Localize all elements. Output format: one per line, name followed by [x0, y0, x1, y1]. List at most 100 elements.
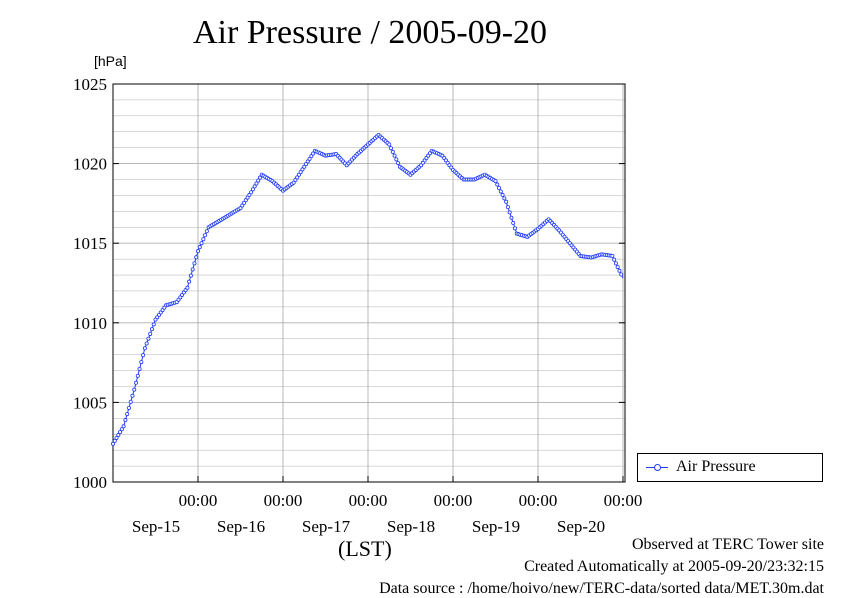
data-point [504, 199, 509, 204]
data-point [502, 196, 507, 201]
data-point [135, 373, 140, 378]
data-point [238, 206, 243, 211]
x-tick-date: Sep-15 [132, 517, 180, 536]
x-tick-date: Sep-17 [302, 517, 351, 536]
data-point [300, 167, 305, 172]
data-point [112, 438, 117, 443]
data-point [116, 433, 121, 438]
y-tick-label: 1000 [73, 473, 107, 492]
data-point [201, 237, 206, 242]
data-point [392, 153, 397, 158]
data-point [291, 180, 296, 185]
data-point [390, 149, 395, 154]
data-point [242, 200, 247, 205]
x-tick-time: 00:00 [604, 491, 643, 510]
data-point [250, 187, 255, 192]
data-point [509, 215, 514, 220]
data-point [610, 253, 615, 258]
data-point [142, 346, 147, 351]
data-point [257, 175, 262, 180]
data-point [247, 192, 252, 197]
data-point [134, 380, 139, 385]
axes [112, 83, 626, 483]
data-point [203, 233, 208, 238]
y-tick-label: 1010 [73, 314, 107, 333]
data-point [118, 430, 123, 435]
data-point [188, 273, 193, 278]
data-point [249, 190, 254, 195]
data-point [311, 151, 316, 156]
plot-frame [112, 83, 626, 483]
data-point [389, 146, 394, 151]
data-point [121, 424, 126, 429]
data-point [617, 268, 622, 273]
x-tick-date: Sep-16 [217, 517, 265, 536]
y-ticks: 1000 1005 1010 1015 1020 1025 [73, 75, 625, 492]
data-point [497, 186, 502, 191]
x-tick-date: Sep-19 [472, 517, 520, 536]
x-tick-date: Sep-20 [557, 517, 605, 536]
y-unit-label: [hPa] [94, 53, 127, 69]
x-tick-time: 00:00 [179, 491, 218, 510]
data-point [305, 159, 310, 164]
data-point [192, 261, 197, 266]
data-point [505, 205, 510, 210]
data-point [245, 195, 250, 200]
x-ticks: 00:00 Sep-15 00:00 Sep-16 00:00 Sep-17 00:00 Se… [132, 476, 642, 536]
data-point [148, 331, 153, 336]
y-tick-label: 1015 [73, 234, 107, 253]
data-point [144, 341, 149, 346]
chart-title: Air Pressure / 2005-09-20 [192, 14, 548, 51]
data-point [256, 178, 261, 183]
legend-label: Air Pressure [676, 458, 756, 475]
data-point [507, 210, 512, 215]
data-point [612, 257, 617, 262]
data-point [243, 198, 248, 203]
data-point [199, 241, 204, 246]
data-point [298, 170, 303, 175]
data-point [307, 156, 312, 161]
data-point [197, 245, 202, 250]
x-tick-time: 00:00 [519, 491, 558, 510]
data-point [149, 327, 154, 332]
data-point [512, 226, 517, 231]
data-point [119, 427, 124, 432]
footer-source: Data source : /home/hoivo/new/TERC-data/… [379, 580, 824, 597]
data-point [295, 175, 300, 180]
data-point [511, 221, 516, 226]
legend-marker-icon [654, 464, 661, 471]
data-point [137, 366, 142, 371]
data-point [394, 157, 399, 162]
x-tick-time: 00:00 [264, 491, 303, 510]
data-point [498, 189, 503, 194]
data-point [123, 418, 128, 423]
data-point [194, 255, 199, 260]
y-tick-label: 1005 [73, 393, 107, 412]
data-point [495, 182, 500, 187]
data-point [302, 164, 307, 169]
data-point [309, 154, 314, 159]
data-point [111, 441, 116, 446]
data-point [146, 336, 151, 341]
x-tick-time: 00:00 [434, 491, 473, 510]
x-axis-label: (LST) [338, 536, 392, 561]
data-point [126, 405, 131, 410]
data-point [141, 353, 146, 358]
data-point [185, 285, 190, 290]
x-tick-time: 00:00 [349, 491, 388, 510]
y-tick-label: 1020 [73, 155, 107, 174]
legend: Air Pressure [637, 453, 823, 482]
footer-observed: Observed at TERC Tower site [631, 536, 824, 553]
data-point [195, 249, 200, 254]
data-point [254, 181, 259, 186]
x-tick-date: Sep-18 [387, 517, 435, 536]
data-point [293, 178, 298, 183]
data-point [252, 184, 257, 189]
data-point [114, 435, 119, 440]
data-point [304, 162, 309, 167]
data-point [128, 399, 133, 404]
data-point [619, 272, 624, 277]
data-point [500, 192, 505, 197]
data-point [125, 412, 130, 417]
data-point [240, 203, 245, 208]
